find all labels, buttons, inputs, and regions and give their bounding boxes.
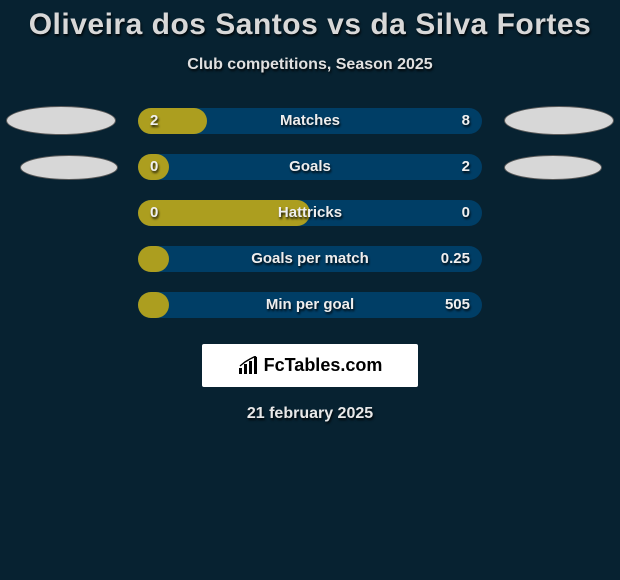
page-title: Oliveira dos Santos vs da Silva Fortes — [0, 0, 620, 42]
stat-label: Goals — [138, 154, 482, 180]
bar-track: 2Matches8 — [138, 108, 482, 134]
stat-row: Min per goal505 — [0, 292, 620, 338]
stat-right-value: 505 — [445, 292, 470, 318]
bar-track: 0Goals2 — [138, 154, 482, 180]
bar-track: 0Hattricks0 — [138, 200, 482, 226]
stat-label: Hattricks — [138, 200, 482, 226]
bar-track: Min per goal505 — [138, 292, 482, 318]
left-ellipse — [6, 106, 116, 135]
stat-row: 0Goals2 — [0, 154, 620, 200]
right-ellipse — [504, 155, 602, 180]
left-ellipse — [20, 155, 118, 180]
stat-row: 2Matches8 — [0, 108, 620, 154]
stat-row: 0Hattricks0 — [0, 200, 620, 246]
stat-right-value: 8 — [462, 108, 470, 134]
chart-icon — [238, 356, 260, 376]
stat-right-value: 2 — [462, 154, 470, 180]
logo-box: FcTables.com — [202, 344, 418, 387]
stat-label: Min per goal — [138, 292, 482, 318]
stat-row: Goals per match0.25 — [0, 246, 620, 292]
stat-label: Matches — [138, 108, 482, 134]
right-ellipse — [504, 106, 614, 135]
date: 21 february 2025 — [0, 405, 620, 423]
stat-right-value: 0.25 — [441, 246, 470, 272]
logo: FcTables.com — [238, 355, 383, 376]
stat-label: Goals per match — [138, 246, 482, 272]
comparison-rows: 2Matches80Goals20Hattricks0Goals per mat… — [0, 108, 620, 338]
subtitle: Club competitions, Season 2025 — [0, 56, 620, 74]
stat-right-value: 0 — [462, 200, 470, 226]
bar-track: Goals per match0.25 — [138, 246, 482, 272]
logo-text: FcTables.com — [264, 355, 383, 376]
